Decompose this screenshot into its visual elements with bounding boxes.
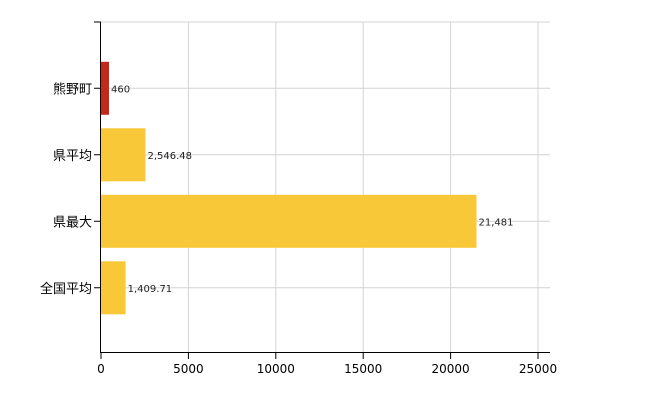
- bar-3: [101, 261, 126, 315]
- category-label-0: 熊野町: [53, 81, 92, 97]
- value-label-0: 460: [111, 84, 130, 95]
- value-label-3: 1,409.71: [128, 284, 173, 295]
- x-tick-label-0: 0: [97, 362, 105, 376]
- bar-0: [101, 61, 109, 115]
- value-label-1: 2,546.48: [148, 151, 193, 162]
- category-label-1: 県平均: [53, 149, 92, 164]
- value-label-2: 21,481: [478, 217, 513, 228]
- x-tick-label-2: 10000: [257, 362, 295, 376]
- x-tick-label-3: 15000: [344, 362, 382, 376]
- bar-1: [101, 128, 146, 182]
- bar-2: [101, 194, 477, 248]
- category-label-2: 県最大: [53, 215, 92, 230]
- x-tick-label-4: 20000: [432, 362, 470, 376]
- x-tick-label-5: 25000: [519, 362, 557, 376]
- x-tick-label-1: 5000: [173, 362, 204, 376]
- category-label-3: 全国平均: [40, 281, 92, 297]
